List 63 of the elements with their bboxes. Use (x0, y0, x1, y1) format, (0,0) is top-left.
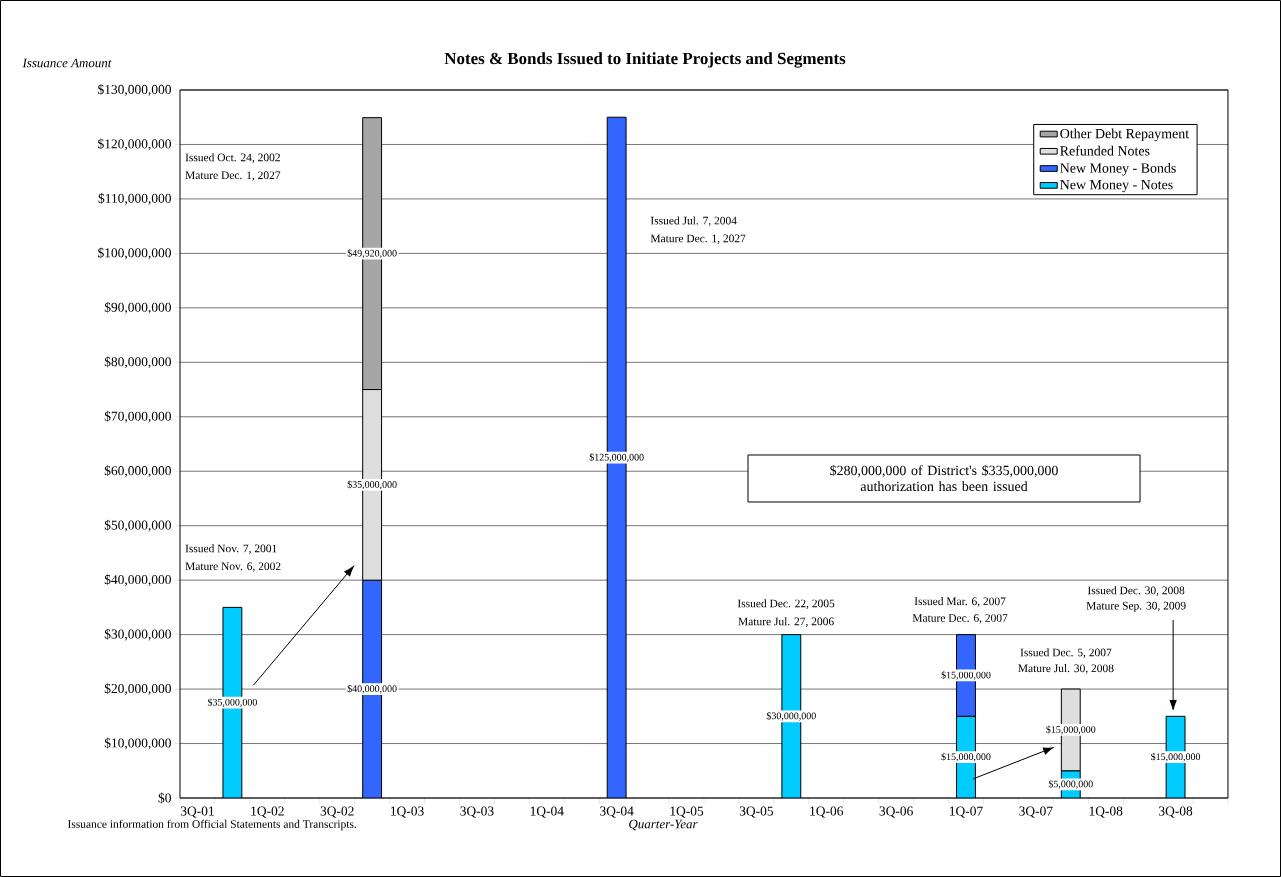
annotation: Mature Dec. 1, 2027 (650, 234, 746, 244)
y-tick-label: $40,000,000 (104, 574, 171, 587)
data-label: $40,000,000 (347, 684, 397, 694)
data-label: $30,000,000 (766, 711, 816, 721)
x-tick-label: 1Q-04 (530, 806, 564, 818)
y-tick-label: $110,000,000 (98, 193, 171, 205)
legend-label: Other Debt Repayment (1060, 128, 1190, 142)
annotation: Mature Dec. 6, 2007 (912, 614, 1008, 624)
y-axis-title: Issuance Amount (22, 58, 112, 68)
y-tick-label: $10,000,000 (104, 737, 171, 750)
x-tick-label: 3Q-04 (600, 806, 634, 818)
annotation: Issued Nov. 7, 2001 (185, 544, 277, 554)
y-tick-label: $100,000,000 (98, 247, 171, 260)
data-label: $125,000,000 (589, 453, 644, 462)
annotation: Mature Jul. 27, 2006 (738, 617, 834, 627)
annotation: Mature Jul. 30, 2008 (1018, 664, 1114, 674)
y-tick-label: $80,000,000 (104, 356, 171, 369)
annotation: Issued Mar. 6, 2007 (914, 597, 1006, 607)
x-axis-title: Quarter-Year (629, 819, 698, 831)
annotation: Issued Dec. 30, 2008 (1087, 586, 1185, 596)
legend-label: Refunded Notes (1060, 145, 1150, 156)
y-tick-label: $60,000,000 (104, 465, 171, 478)
annotation: Mature Nov. 6, 2002 (185, 562, 281, 572)
annotation: Issued Oct. 24, 2002 (185, 153, 280, 163)
x-tick-label: 3Q-05 (739, 806, 774, 818)
legend-label: New Money - Notes (1060, 180, 1173, 193)
data-label: $15,000,000 (1151, 752, 1201, 762)
y-tick-label: $70,000,000 (104, 410, 171, 423)
x-tick-label: 1Q-05 (670, 806, 704, 818)
y-tick-label: $50,000,000 (104, 519, 171, 532)
y-tick-label: $90,000,000 (104, 301, 171, 314)
x-tick-label: 1Q-02 (251, 806, 284, 818)
y-tick-label: $20,000,000 (104, 683, 171, 695)
annotation: Mature Sep. 30, 2009 (1086, 601, 1186, 612)
y-tick-label: $120,000,000 (98, 138, 171, 151)
annotation: Issued Dec. 22, 2005 (737, 599, 835, 609)
x-tick-label: 3Q-03 (460, 806, 494, 818)
data-label: $15,000,000 (1046, 725, 1096, 735)
data-label: $49,920,000 (347, 249, 397, 258)
data-label: $15,000,000 (941, 752, 991, 762)
x-tick-label: 1Q-06 (810, 806, 844, 818)
legend-label: New Money - Bonds (1060, 162, 1176, 176)
x-tick-label: 3Q-06 (879, 806, 913, 818)
x-tick-label: 3Q-01 (180, 806, 214, 818)
data-label: $5,000,000 (1048, 780, 1093, 789)
x-tick-label: 1Q-03 (391, 806, 424, 818)
data-label: $35,000,000 (207, 698, 257, 708)
data-label: $15,000,000 (941, 671, 991, 680)
y-tick-label: $130,000,000 (98, 84, 171, 96)
annotation: Issued Dec. 5, 2007 (1020, 648, 1112, 658)
x-tick-label: 3Q-02 (320, 806, 354, 818)
x-tick-label: 1Q-08 (1089, 806, 1123, 818)
annotation: $280,000,000 of District's $335,000,000 authorization has been issued (830, 464, 1058, 492)
annotation: Issued Jul. 7, 2004 (650, 216, 737, 227)
annotation: Mature Dec. 1, 2027 (185, 171, 281, 181)
text: Issuance information from Official Statements and Transcripts. (67, 819, 357, 831)
y-tick-label: $30,000,000 (104, 628, 171, 641)
x-tick-label: 3Q-08 (1159, 806, 1193, 818)
y-tick-label: $0 (158, 792, 171, 804)
chart-title: Notes & Bonds Issued to Initiate Projects and Segments (444, 52, 846, 68)
x-tick-label: 3Q-07 (1019, 806, 1053, 818)
data-label: $35,000,000 (347, 480, 397, 490)
x-tick-label: 1Q-07 (949, 806, 983, 818)
